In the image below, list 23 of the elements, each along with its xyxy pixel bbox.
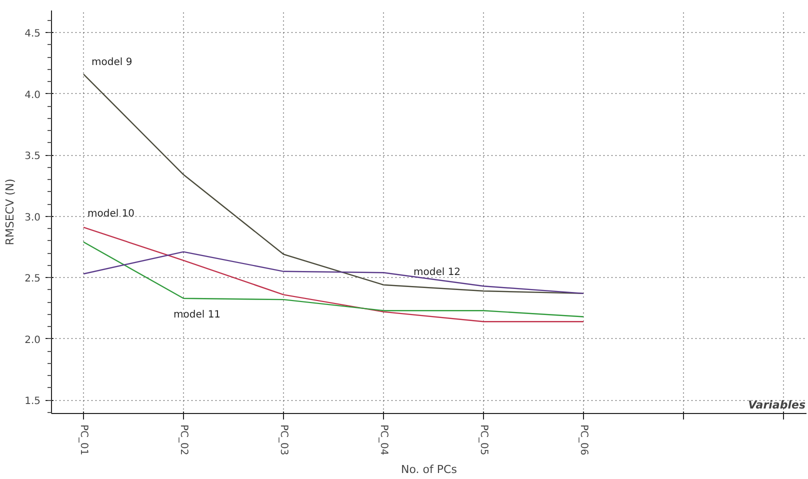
y-tick-label: 4.0 [24, 90, 41, 101]
y-tick-label: 4.5 [24, 28, 41, 40]
x-axis-title: No. of PCs [401, 463, 458, 476]
y-tick-label: 2.5 [24, 274, 41, 285]
x-tick-label: PC_05 [478, 424, 489, 456]
series-label: model 12 [414, 267, 461, 278]
x-tick-label: PC_04 [378, 424, 389, 456]
annotation: Variables [748, 398, 806, 412]
y-tick-label: 3.5 [24, 151, 41, 162]
line-series [82, 241, 584, 318]
x-tick-label: PC_03 [278, 424, 289, 456]
y-tick-label: 3.0 [24, 212, 41, 224]
x-tick-label: PC_01 [78, 424, 89, 456]
x-tick-label: PC_06 [578, 424, 589, 456]
x-tick-label: PC_02 [178, 424, 189, 456]
series-label: model 9 [92, 57, 132, 68]
line-series [82, 226, 584, 322]
y-axis-title: RMSECV (N) [4, 178, 17, 246]
series-label: model 11 [174, 309, 221, 320]
line-series [82, 251, 584, 294]
series-label: model 10 [88, 208, 135, 220]
y-tick-label: 1.5 [24, 396, 41, 408]
y-tick-label: 2.0 [24, 334, 41, 346]
